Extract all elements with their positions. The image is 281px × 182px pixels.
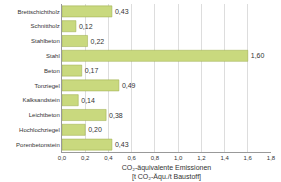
svg-text:Leichtbeton: Leichtbeton	[29, 112, 60, 118]
svg-text:0,20: 0,20	[88, 126, 102, 133]
svg-text:0,12: 0,12	[79, 23, 93, 30]
svg-text:1,60: 1,60	[251, 52, 265, 59]
svg-text:Schnittholz: Schnittholz	[30, 23, 59, 29]
svg-text:0,0: 0,0	[58, 155, 67, 161]
svg-text:Kalksandstein: Kalksandstein	[22, 97, 59, 103]
svg-text:0,43: 0,43	[115, 141, 129, 148]
svg-text:1,2: 1,2	[197, 155, 206, 161]
svg-text:0,14: 0,14	[81, 97, 95, 104]
svg-text:1,6: 1,6	[244, 155, 253, 161]
svg-text:0,8: 0,8	[151, 155, 160, 161]
svg-text:1,0: 1,0	[174, 155, 183, 161]
svg-text:0,4: 0,4	[104, 155, 113, 161]
svg-text:0,38: 0,38	[109, 112, 123, 119]
svg-text:0,49: 0,49	[122, 82, 136, 89]
svg-text:1,4: 1,4	[220, 155, 229, 161]
svg-text:1,8: 1,8	[267, 155, 276, 161]
svg-text:0,6: 0,6	[127, 155, 136, 161]
svg-text:0,22: 0,22	[91, 38, 105, 45]
svg-text:0,43: 0,43	[115, 8, 129, 15]
svg-text:Brettschichtholz: Brettschichtholz	[17, 9, 59, 15]
svg-text:Porenbetonstein: Porenbetonstein	[16, 142, 60, 148]
svg-text:Stahl: Stahl	[46, 53, 60, 59]
svg-text:Tonziegel: Tonziegel	[34, 83, 59, 89]
svg-text:Stahlbeton: Stahlbeton	[31, 38, 60, 44]
svg-text:Beton: Beton	[44, 68, 60, 74]
svg-text:0,17: 0,17	[85, 67, 99, 74]
svg-text:Hochlochziegel: Hochlochziegel	[19, 127, 60, 133]
svg-text:0,2: 0,2	[81, 155, 90, 161]
svg-text:CO₂-äquivalente Emissionen[t C: CO₂-äquivalente Emissionen[t CO₂-Äqu./t …	[122, 164, 212, 181]
